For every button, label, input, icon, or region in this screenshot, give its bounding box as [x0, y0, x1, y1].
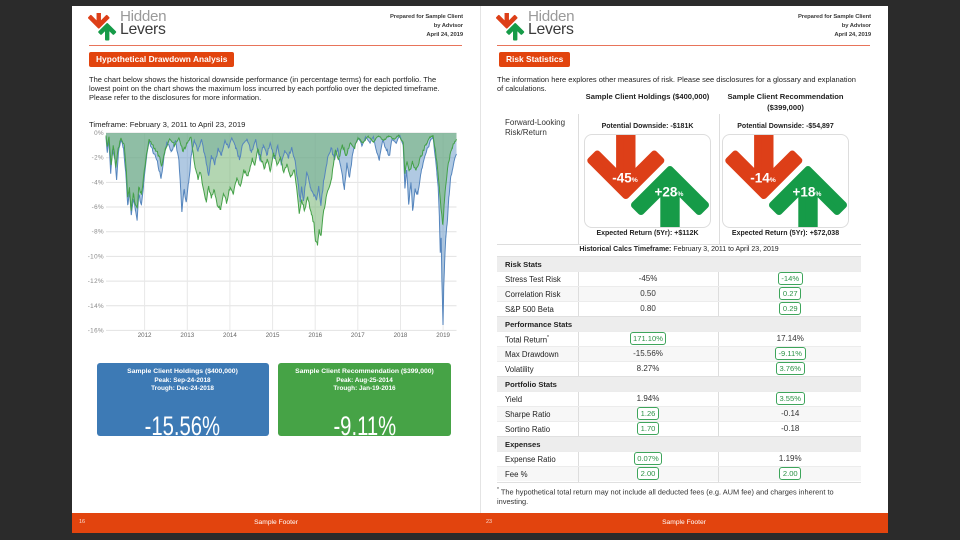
svg-text:-14%: -14%	[88, 303, 104, 310]
svg-text:-45%: -45%	[612, 171, 638, 186]
svg-text:+28%: +28%	[655, 185, 684, 200]
svg-text:2018: 2018	[394, 332, 408, 339]
svg-text:2013: 2013	[180, 332, 194, 339]
svg-text:+18%: +18%	[793, 185, 822, 200]
svg-text:0%: 0%	[94, 130, 104, 137]
svg-text:-14%: -14%	[750, 171, 776, 186]
svg-text:-10%: -10%	[88, 253, 104, 260]
svg-text:2017: 2017	[351, 332, 365, 339]
svg-text:2012: 2012	[138, 332, 152, 339]
svg-text:2016: 2016	[308, 332, 322, 339]
svg-text:-16%: -16%	[88, 327, 104, 334]
svg-text:-2%: -2%	[92, 155, 104, 162]
svg-text:-6%: -6%	[92, 204, 104, 211]
svg-text:2015: 2015	[266, 332, 280, 339]
svg-text:-12%: -12%	[88, 278, 104, 285]
svg-text:-8%: -8%	[92, 229, 104, 236]
svg-text:2014: 2014	[223, 332, 237, 339]
svg-text:2019: 2019	[436, 332, 450, 339]
svg-text:-4%: -4%	[92, 179, 104, 186]
